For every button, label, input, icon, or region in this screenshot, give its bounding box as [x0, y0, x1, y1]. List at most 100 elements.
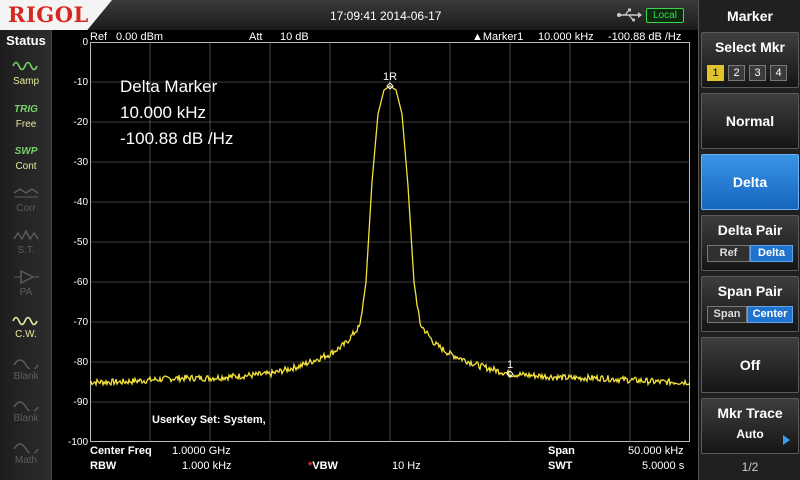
- status-label: C.W.: [15, 329, 37, 340]
- y-tick: -10: [73, 77, 88, 88]
- vbw-label: *VBW: [308, 460, 338, 472]
- corr-icon: [4, 185, 48, 203]
- marker-level: -100.88 dB /Hz: [608, 31, 682, 43]
- y-tick: -70: [73, 317, 88, 328]
- status-st[interactable]: S.T.: [4, 227, 48, 265]
- swt-value: 5.0000 s: [642, 460, 685, 472]
- y-tick: -50: [73, 237, 88, 248]
- sine-wave-icon: [4, 58, 48, 76]
- vbw-label-text: VBW: [312, 460, 338, 472]
- center-freq-value: 1.0000 GHz: [172, 445, 231, 457]
- off-label: Off: [739, 357, 761, 373]
- span-value: 50.000 kHz: [628, 445, 684, 457]
- blank-icon: [4, 395, 48, 413]
- userkey-set: UserKey Set: System,: [152, 414, 266, 426]
- rbw-label: RBW: [90, 460, 117, 472]
- span-pair-button[interactable]: Span Pair Span Center: [701, 276, 799, 332]
- y-tick: 0: [82, 37, 88, 48]
- status-label: Math: [14, 455, 38, 466]
- top-bar: RIGOL 17:09:41 2014-06-17 Local: [0, 0, 698, 30]
- normal-button[interactable]: Normal: [701, 93, 799, 149]
- off-button[interactable]: Off: [701, 337, 799, 393]
- trace-line: [90, 85, 690, 388]
- delta-marker-readout: Delta Marker 10.000 kHz -100.88 dB /Hz: [120, 74, 233, 152]
- cw-icon: [4, 311, 48, 329]
- marker-freq: 10.000 kHz: [538, 31, 594, 43]
- center-freq-label: Center Freq: [90, 445, 152, 457]
- status-swp[interactable]: SWP Cont: [4, 143, 48, 181]
- delta-pair-ref[interactable]: Ref: [707, 245, 750, 262]
- status-label: Cont: [15, 161, 37, 172]
- usb-icon: [617, 8, 642, 22]
- delta-pair-delta[interactable]: Delta: [750, 245, 793, 262]
- marker-label-1: 1R: [383, 71, 397, 83]
- spectrum-display: Ref 0.00 dBm Att 10 dB ▲Marker1 10.000 k…: [52, 30, 698, 480]
- marker-option-4[interactable]: 4: [770, 65, 787, 81]
- y-tick: -30: [73, 157, 88, 168]
- marker-diamond-1: [386, 82, 394, 90]
- mkr-trace-label: Mkr Trace: [717, 405, 783, 421]
- st-icon: [4, 227, 48, 245]
- status-pa[interactable]: PA: [4, 269, 48, 307]
- swt-label: SWT: [548, 460, 573, 472]
- mkr-trace-value: Auto: [736, 427, 764, 441]
- delta-pair-toggle: Ref Delta: [706, 245, 794, 262]
- normal-label: Normal: [725, 113, 775, 129]
- swp-icon: SWP: [14, 146, 38, 157]
- span-pair-center[interactable]: Center: [747, 306, 793, 323]
- vbw-modified-star: *: [308, 460, 313, 472]
- y-tick: -60: [73, 277, 88, 288]
- status-corr[interactable]: Corr: [4, 185, 48, 223]
- mkr-trace-button[interactable]: Mkr Trace Auto: [701, 398, 799, 454]
- marker-label-2: 1: [507, 359, 513, 371]
- delta-button[interactable]: Delta: [701, 154, 799, 210]
- ref-label: Ref: [90, 31, 108, 43]
- rbw-value: 1.000 kHz: [182, 460, 232, 472]
- att-value: 10 dB: [280, 31, 309, 43]
- marker-diamond-2: [506, 370, 514, 378]
- delta-level: -100.88 dB /Hz: [120, 129, 234, 148]
- triangle-right-icon: [783, 435, 790, 445]
- marker-option-1[interactable]: 1: [707, 65, 724, 81]
- span-pair-label: Span Pair: [717, 283, 783, 299]
- y-tick: -40: [73, 197, 88, 208]
- span-pair-span[interactable]: Span: [707, 306, 747, 323]
- status-math[interactable]: Math: [4, 437, 48, 475]
- delta-pair-label: Delta Pair: [717, 222, 783, 238]
- status-label: Corr: [16, 203, 36, 214]
- y-tick: -100: [67, 437, 88, 448]
- vbw-value: 10 Hz: [392, 460, 421, 472]
- markers: 1R 1: [383, 71, 514, 378]
- status-label: S.T.: [17, 245, 35, 256]
- select-mkr-label: Select Mkr: [714, 39, 786, 55]
- delta-title: Delta Marker: [120, 77, 218, 96]
- status-blank-1[interactable]: Blank: [4, 353, 48, 391]
- span-pair-toggle: Span Center: [706, 306, 794, 323]
- ref-value: 0.00 dBm: [116, 31, 164, 43]
- span-label: Span: [548, 445, 575, 457]
- status-title: Status: [6, 33, 46, 48]
- page-indicator[interactable]: 1/2: [741, 460, 759, 474]
- rigol-logo: RIGOL: [0, 0, 112, 30]
- status-label: Blank: [13, 413, 39, 424]
- status-blank-2[interactable]: Blank: [4, 395, 48, 433]
- status-trig[interactable]: TRIG Free: [4, 101, 48, 139]
- y-tick: -20: [73, 117, 88, 128]
- datetime: 17:09:41 2014-06-17: [330, 9, 442, 23]
- delta-freq: 10.000 kHz: [120, 103, 206, 122]
- marker-option-3[interactable]: 3: [749, 65, 766, 81]
- spectrum-plot[interactable]: 1R 1: [90, 42, 690, 442]
- delta-label: Delta: [732, 174, 768, 190]
- delta-pair-button[interactable]: Delta Pair Ref Delta: [701, 215, 799, 271]
- status-label: PA: [19, 287, 33, 298]
- y-tick: -90: [73, 397, 88, 408]
- local-badge[interactable]: Local: [646, 8, 684, 23]
- status-label: Blank: [13, 371, 39, 382]
- marker-option-2[interactable]: 2: [728, 65, 745, 81]
- status-cw[interactable]: C.W.: [4, 311, 48, 349]
- status-samp[interactable]: Samp: [4, 58, 48, 96]
- status-label: Samp: [12, 76, 40, 87]
- att-label: Att: [249, 31, 263, 43]
